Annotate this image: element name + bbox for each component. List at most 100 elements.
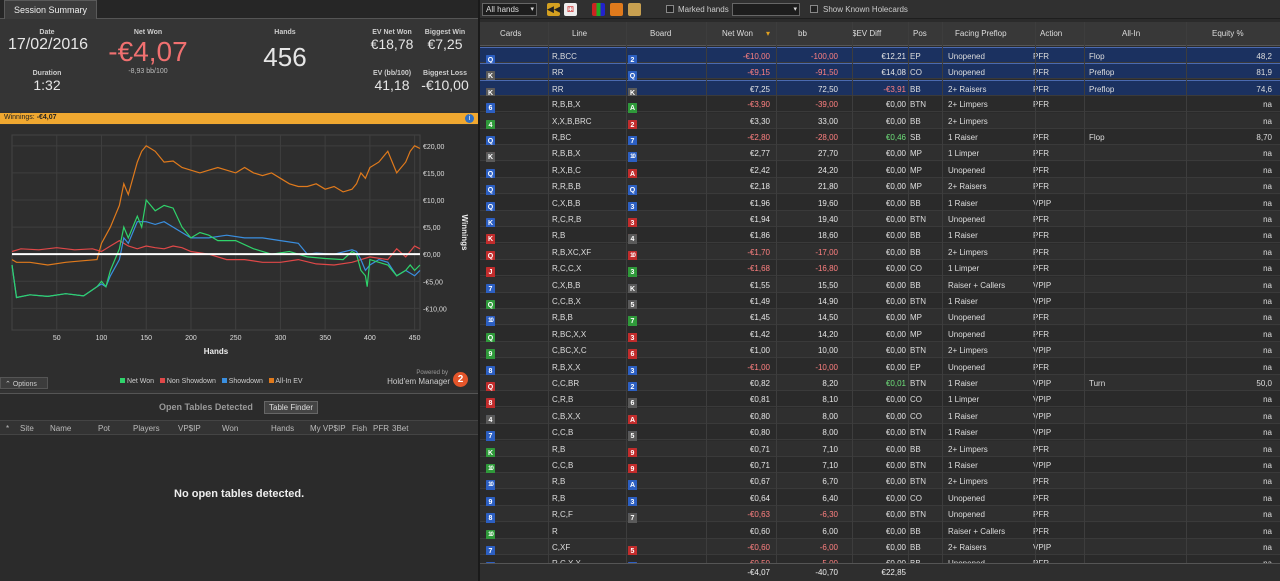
playing-card: A: [628, 103, 637, 115]
ev-diff-cell: €14,08: [881, 68, 906, 78]
table-row[interactable]: KQR,BC,X,XQAAA3€1,4214,20€0,00MPUnopened…: [480, 325, 1280, 344]
table-row[interactable]: 1010R,B,BQ1047€1,4514,50€0,00MPUnopenedP…: [480, 309, 1280, 328]
table-row[interactable]: AKR,C,R,B210JQ3€1,9419,40€0,00BTNUnopene…: [480, 211, 1280, 229]
open-tables-panel: Open Tables Detected Table Finder * Site N…: [0, 393, 478, 581]
marked-hands-select[interactable]: ▾: [732, 3, 800, 16]
line-cell: R,C,C,X: [552, 264, 582, 274]
open-tables-col-8[interactable]: My VP$IP: [310, 424, 346, 433]
table-row[interactable]: K8R,B,X,XA763-€1,00-10,00€0,00EPUnopened…: [480, 358, 1280, 377]
open-tables-col-1[interactable]: Site: [20, 424, 34, 433]
info-icon[interactable]: i: [465, 114, 474, 123]
equity-cell: na: [1263, 313, 1272, 323]
open-tables-col-9[interactable]: Fish: [352, 424, 368, 433]
open-tables-col-5[interactable]: VP$IP: [178, 424, 201, 433]
position-cell: SB: [910, 133, 921, 142]
bb-cell: -5,00: [820, 559, 838, 563]
dice-icon[interactable]: ⚃: [564, 3, 577, 16]
open-tables-col-3[interactable]: Pot: [98, 424, 111, 433]
trophy-icon[interactable]: [628, 3, 641, 16]
show-known-holecards-checkbox[interactable]: [810, 5, 818, 13]
bar-chart-icon[interactable]: [610, 3, 623, 16]
playing-card: 3: [628, 332, 637, 344]
table-row[interactable]: AQR,X,B,C8398A€2,4224,20€0,00MPUnopenedP…: [480, 161, 1280, 180]
facing-preflop-cell: Raiser + Callers: [948, 526, 1006, 536]
col-header-all-in[interactable]: All-In: [1122, 29, 1141, 38]
facing-preflop-cell: 1 Limper: [948, 264, 980, 274]
table-row[interactable]: A8R,C,F68J7-€0,63-6,30€0,00BTNUnopenedPF…: [480, 506, 1280, 525]
open-tables-col-7[interactable]: Hands: [271, 424, 295, 433]
open-tables-col-4[interactable]: Players: [133, 424, 160, 433]
col-header-facing-preflop[interactable]: Facing Preflop: [955, 29, 1007, 38]
col-header-action[interactable]: Action: [1040, 29, 1063, 38]
color-grid-icon[interactable]: [592, 3, 605, 16]
playing-card: 7: [486, 431, 495, 443]
net-won-cell: €1,86: [749, 231, 770, 241]
table-finder-button[interactable]: Table Finder: [264, 401, 319, 414]
rewind-icon[interactable]: ◀◀: [547, 3, 561, 16]
net-won-cell: €1,96: [749, 198, 770, 208]
open-tables-col-11[interactable]: 3Bet: [392, 424, 409, 433]
tab-session-summary[interactable]: Session Summary: [4, 0, 98, 19]
table-row[interactable]: KQR,C,X,X6QK7-€0,50-5,00€0,00BBUnopenedP…: [480, 555, 1280, 563]
col-header--ev-diff[interactable]: $EV Diff: [852, 29, 882, 38]
biggest-win-label: Biggest Win: [424, 29, 466, 36]
facing-preflop-cell: Unopened: [948, 493, 985, 503]
equity-cell: 8,70: [1256, 133, 1272, 142]
col-header-net-won[interactable]: Net Won: [722, 29, 753, 38]
hands-label: Hands: [274, 29, 296, 36]
col-header-pos[interactable]: Pos: [913, 29, 927, 38]
playing-card: A: [628, 414, 637, 426]
line-cell: R,B,B,X: [552, 149, 581, 159]
splitter[interactable]: [478, 0, 480, 581]
net-won-cell: €0,67: [749, 477, 770, 487]
open-tables-col-6[interactable]: Won: [222, 424, 239, 433]
col-header-cards[interactable]: Cards: [500, 29, 522, 38]
col-header-equity-[interactable]: Equity %: [1212, 29, 1244, 38]
options-button[interactable]: ⌃ Options: [0, 377, 48, 389]
winnings-banner: Winnings: -€4,07 i: [0, 113, 478, 124]
playing-card: Q: [486, 382, 495, 393]
marked-hands-checkbox[interactable]: [666, 5, 674, 13]
open-tables-col-0[interactable]: *: [6, 424, 10, 433]
position-cell: BTN: [910, 510, 926, 520]
table-row[interactable]: KKRR4367Q-€9,15-91,50€14,08COUnopenedPFR…: [480, 63, 1280, 83]
open-tables-col-2[interactable]: Name: [50, 424, 72, 433]
playing-card: A: [628, 168, 637, 180]
hand-filter-select[interactable]: All hands ▾: [482, 3, 537, 16]
col-header-board[interactable]: Board: [650, 29, 672, 38]
bb-cell: -28,00: [815, 133, 838, 142]
legend-non-showdown-label: Non Showdown: [166, 378, 216, 385]
col-header-bb[interactable]: bb: [798, 29, 807, 38]
open-tables-col-10[interactable]: PFR: [373, 424, 389, 433]
grid-column-divider: [548, 22, 549, 563]
col-header-line[interactable]: Line: [572, 29, 588, 38]
position-cell: MP: [910, 329, 922, 339]
table-row[interactable]: KQR,BCCKQ2J2-€10,00-100,00€12,21EPUnopen…: [480, 47, 1280, 66]
net-won-cell: -€1,70: [747, 247, 770, 257]
action-cell: VPIP: [1033, 280, 1052, 290]
bb-cell: -91,50: [815, 68, 838, 78]
